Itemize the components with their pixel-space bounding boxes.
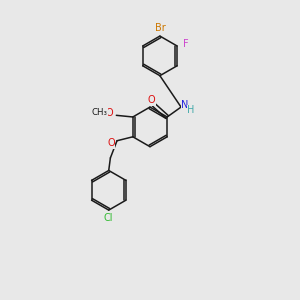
Text: O: O bbox=[107, 138, 115, 148]
Text: O: O bbox=[106, 108, 113, 118]
Text: CH₃: CH₃ bbox=[91, 108, 107, 117]
Text: H: H bbox=[187, 105, 195, 116]
Text: Br: Br bbox=[154, 23, 165, 34]
Text: N: N bbox=[181, 100, 189, 110]
Text: Cl: Cl bbox=[104, 213, 113, 224]
Text: O: O bbox=[148, 95, 155, 105]
Text: F: F bbox=[183, 39, 189, 49]
